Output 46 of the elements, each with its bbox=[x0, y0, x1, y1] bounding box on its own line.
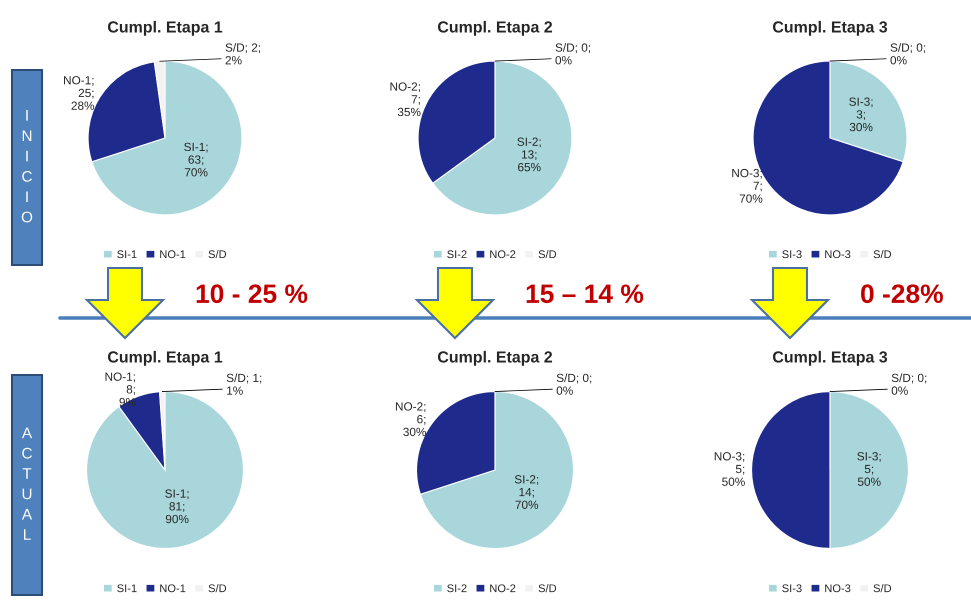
chart-title: Cumpl. Etapa 1 bbox=[108, 20, 222, 36]
legend-label: SI-2 bbox=[447, 584, 467, 592]
text: 0 -28% bbox=[861, 284, 943, 304]
legend-label: NO-2 bbox=[490, 250, 516, 258]
data-label: SI-1; 81; 90% bbox=[165, 489, 189, 524]
legend-label: SI-3 bbox=[782, 250, 802, 258]
data-label: NO-2; 7; 35% bbox=[390, 82, 421, 116]
legend-label: S/D bbox=[874, 584, 892, 592]
legend-label: S/D bbox=[538, 250, 556, 258]
legend-label: SI-3 bbox=[782, 584, 802, 592]
legend-label: SI-2 bbox=[447, 250, 467, 258]
data-label: NO-3; 5; 50% bbox=[714, 452, 745, 486]
legend-label: S/D bbox=[874, 250, 892, 258]
legend-label: NO-2 bbox=[490, 584, 516, 592]
legend-label: SI-1 bbox=[117, 250, 137, 258]
text: S/D; 0; 0% bbox=[555, 43, 590, 64]
legend-label: NO-3 bbox=[825, 250, 850, 258]
chart-title: Cumpl. Etapa 3 bbox=[772, 350, 888, 366]
legend-label: NO-1 bbox=[160, 250, 186, 258]
data-label: SI-3; 3; 30% bbox=[849, 97, 873, 132]
legend-label: S/D bbox=[208, 250, 226, 258]
data-label: S/D; 1; 1% bbox=[226, 373, 262, 395]
chart-title: Cumpl. Etapa 2 bbox=[438, 20, 552, 36]
legend-label: NO-3 bbox=[825, 584, 850, 592]
data-label: SI-2; 14; 70% bbox=[514, 475, 538, 509]
chart-title: Cumpl. Etapa 1 bbox=[108, 350, 222, 366]
data-label: SI-2; 13; 65% bbox=[517, 138, 541, 172]
text: S/D; 0; 0% bbox=[556, 373, 592, 395]
legend-label: SI-1 bbox=[117, 584, 137, 592]
legend-label: S/D bbox=[208, 584, 226, 592]
legend-label: S/D bbox=[538, 584, 556, 592]
chart-title: Cumpl. Etapa 3 bbox=[772, 20, 888, 36]
text: S/D; 0; 0% bbox=[890, 43, 926, 64]
text: ACTUAL bbox=[22, 428, 32, 540]
text: 10 - 25 % bbox=[196, 284, 308, 304]
text: 15 – 14 % bbox=[526, 284, 644, 304]
text: S/D; 0; 0% bbox=[892, 373, 926, 395]
data-label: NO-1; 25; 28% bbox=[64, 76, 94, 110]
data-label: NO-3; 7; 70% bbox=[732, 168, 762, 203]
data-label: SI-3; 5; 50% bbox=[857, 452, 881, 486]
data-label: NO-2; 6; 30% bbox=[396, 402, 426, 436]
chart-title: Cumpl. Etapa 2 bbox=[438, 350, 552, 366]
data-label: SI-1; 63; 70% bbox=[184, 142, 208, 176]
text: INICIO bbox=[22, 110, 32, 222]
legend-label: NO-1 bbox=[160, 584, 186, 592]
data-label: S/D; 2; 2% bbox=[226, 43, 260, 64]
